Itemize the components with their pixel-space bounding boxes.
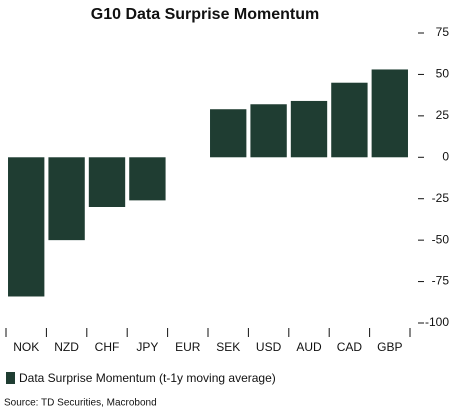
y-tick-label: 50 bbox=[436, 67, 450, 81]
bar bbox=[331, 82, 368, 158]
bar bbox=[250, 104, 287, 158]
bar bbox=[371, 69, 408, 158]
x-tick-label: JPY bbox=[136, 340, 158, 354]
chart-title: G10 Data Surprise Momentum bbox=[91, 6, 320, 23]
y-tick-label: 0 bbox=[442, 149, 449, 163]
y-tick-label: 25 bbox=[436, 108, 450, 122]
bar bbox=[88, 157, 126, 207]
x-tick-label: NZD bbox=[54, 340, 79, 354]
bar bbox=[210, 109, 247, 158]
legend-swatch bbox=[6, 372, 15, 384]
bar bbox=[129, 157, 166, 201]
x-tick-label: EUR bbox=[175, 340, 201, 354]
y-tick-label: 75 bbox=[436, 25, 450, 39]
y-tick-label: -25 bbox=[432, 191, 450, 205]
source-note: Source: TD Securities, Macrobond bbox=[4, 398, 157, 409]
x-tick-label: NOK bbox=[13, 340, 39, 354]
y-tick-label: -100 bbox=[425, 315, 449, 329]
x-tick-label: GBP bbox=[377, 340, 402, 354]
y-tick-label: -75 bbox=[432, 274, 450, 288]
x-tick-label: AUD bbox=[296, 340, 322, 354]
bar bbox=[48, 157, 85, 241]
legend-label: Data Surprise Momentum (t-1y moving aver… bbox=[19, 371, 276, 385]
x-tick-label: CAD bbox=[337, 340, 363, 354]
x-tick-label: SEK bbox=[216, 340, 240, 354]
x-tick-label: USD bbox=[256, 340, 282, 354]
bar bbox=[290, 100, 328, 158]
y-tick-label: -50 bbox=[432, 232, 450, 246]
x-tick-label: CHF bbox=[95, 340, 120, 354]
bar bbox=[8, 157, 45, 297]
